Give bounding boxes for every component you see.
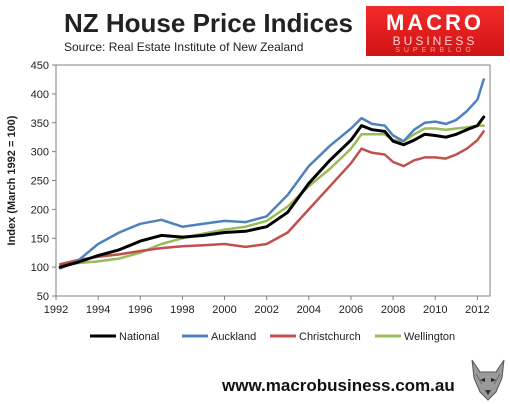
y-tick-label: 400 [31, 89, 49, 101]
series-line-national [58, 115, 486, 269]
x-tick-label: 2008 [381, 304, 405, 316]
y-axis-label: Index (March 1992 = 100) [6, 115, 18, 245]
x-tick-label: 2012 [465, 304, 489, 316]
x-tick-label: 2004 [297, 304, 321, 316]
legend-label-wellington: Wellington [404, 331, 455, 343]
x-tick-label: 1992 [44, 304, 68, 316]
x-tick-label: 1994 [86, 304, 110, 316]
plot-area [55, 64, 491, 297]
website-url[interactable]: www.macrobusiness.com.au [222, 376, 455, 395]
y-tick-label: 150 [31, 233, 49, 245]
series-line-christchurch [58, 130, 485, 266]
y-tick-label: 50 [37, 291, 49, 303]
legend-label-auckland: Auckland [211, 331, 256, 343]
x-tick-label: 2000 [212, 304, 236, 316]
legend-label-christchurch: Christchurch [299, 331, 361, 343]
y-tick-label: 350 [31, 118, 49, 130]
y-tick-label: 250 [31, 176, 49, 188]
y-tick-label: 200 [31, 204, 49, 216]
x-tick-label: 2002 [254, 304, 278, 316]
series-line-auckland [58, 78, 485, 270]
x-tick-label: 2006 [339, 304, 363, 316]
logo-text-business: BUSINESS [392, 34, 478, 48]
macrobusiness-logo[interactable]: MACRO BUSINESS SUPERBLOG [366, 6, 504, 56]
x-tick-label: 1996 [128, 304, 152, 316]
legend-label-national: National [119, 331, 159, 343]
chart-title: NZ House Price Indices [64, 8, 353, 38]
line-chart: 50 100 150 200 250 300 350 400 450 1992 1994 1996 19… [6, 60, 491, 343]
series-line-wellington [58, 124, 485, 266]
chart-source: Source: Real Estate Institute of New Zea… [64, 40, 304, 54]
y-tick-label: 450 [31, 60, 49, 72]
logo-text-superblog: SUPERBLOG [395, 47, 475, 54]
x-tick-label: 2010 [423, 304, 447, 316]
y-tick-label: 100 [31, 262, 49, 274]
wolf-icon [466, 356, 510, 402]
y-tick-label: 300 [31, 147, 49, 159]
logo-text-macro: MACRO [385, 10, 485, 35]
x-tick-label: 1998 [170, 304, 194, 316]
